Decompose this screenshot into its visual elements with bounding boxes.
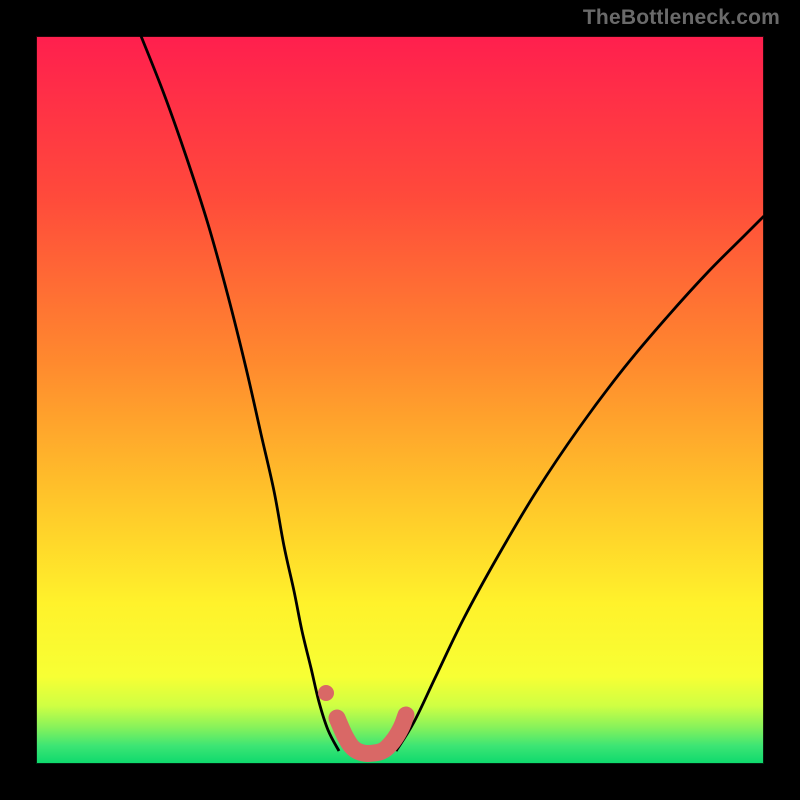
watermark-text: TheBottleneck.com (583, 6, 780, 30)
curve-left-branch (141, 36, 339, 751)
valley-u-marker (337, 715, 406, 754)
plot-area (36, 36, 764, 764)
chart-svg (36, 36, 764, 764)
chart-container: { "watermark": { "text": "TheBottleneck.… (0, 0, 800, 800)
valley-dot (318, 685, 334, 701)
curve-right-branch (396, 216, 764, 751)
